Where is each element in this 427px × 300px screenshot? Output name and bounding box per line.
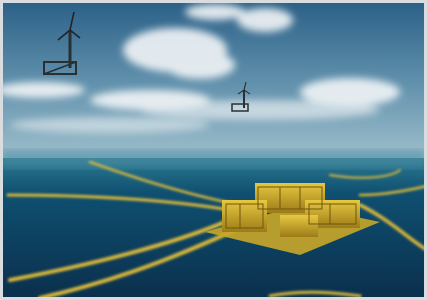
horizon — [0, 150, 427, 168]
scene — [0, 0, 427, 300]
page: (() => { const data = JSON.parse(documen… — [0, 0, 427, 300]
